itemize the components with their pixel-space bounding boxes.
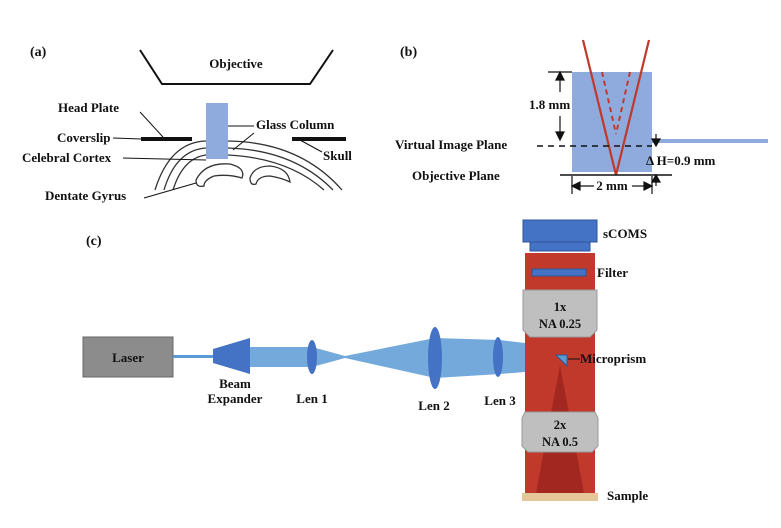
objective-1x-na: NA 0.25 xyxy=(539,317,581,331)
panel-c-letter: (c) xyxy=(86,234,102,249)
objective-shape xyxy=(139,49,334,85)
glass-column-label: Glass Column xyxy=(256,117,335,132)
virtual-image-plane-label: Virtual Image Plane xyxy=(395,137,507,152)
lens-1-label: Len 1 xyxy=(296,391,327,406)
sample xyxy=(522,493,598,501)
objective-plane-label: Objective Plane xyxy=(412,168,500,183)
lens-2-label: Len 2 xyxy=(418,398,449,413)
delta-h-label: Δ H=0.9 mm xyxy=(646,153,716,168)
height-label: 1.8 mm xyxy=(529,97,570,112)
panel-a-letter: (a) xyxy=(30,45,47,60)
panel-b: (b) 1.8 mm xyxy=(395,39,768,194)
glass-column xyxy=(206,103,228,159)
cortex-label: Celebral Cortex xyxy=(22,150,112,165)
skull-label: Skull xyxy=(323,148,352,163)
lens-3-label: Len 3 xyxy=(484,393,516,408)
beam-expander-label-1: Beam xyxy=(219,376,251,391)
beam-expander-label-2: Expander xyxy=(208,391,263,406)
height-dimension xyxy=(548,70,572,142)
panel-a-leaders xyxy=(112,111,323,199)
brain-layers xyxy=(154,140,343,191)
panel-b-letter: (b) xyxy=(400,45,417,60)
objective-2x-na: NA 0.5 xyxy=(542,435,578,449)
coverslip-left xyxy=(141,137,192,141)
panel-a: (a) Objective xyxy=(22,45,352,203)
objective-1x-mag: 1x xyxy=(554,300,567,314)
panel-c: (c) Laser Beam Expander Len 1 Len 2 Len … xyxy=(82,219,648,503)
beam-expander xyxy=(213,338,250,374)
coverslip-right xyxy=(292,137,346,141)
coverslip-label: Coverslip xyxy=(57,130,110,145)
dentate-gyrus-shape xyxy=(195,163,291,188)
laser-label: Laser xyxy=(112,350,144,365)
sample-label: Sample xyxy=(607,488,648,503)
virtual-plane-bar xyxy=(652,139,768,143)
objective-2x xyxy=(521,411,599,453)
expanded-beam xyxy=(250,338,525,378)
lens-1 xyxy=(307,340,317,374)
scoms-camera-top xyxy=(522,219,598,243)
microprism-label: Microprism xyxy=(580,351,646,366)
width-label: 2 mm xyxy=(596,178,628,193)
filter-label: Filter xyxy=(597,265,628,280)
lens-2 xyxy=(428,327,442,389)
objective-2x-mag: 2x xyxy=(554,418,567,432)
width-dimension xyxy=(570,176,654,194)
filter xyxy=(531,268,587,277)
dentate-gyrus-label: Dentate Gyrus xyxy=(45,188,126,203)
light-cone xyxy=(581,39,651,176)
virtual-cone xyxy=(601,71,631,135)
objective-1x xyxy=(522,289,598,338)
microprism xyxy=(554,354,568,368)
scoms-camera-base xyxy=(529,241,591,252)
laser-box xyxy=(82,336,174,378)
head-plate-label: Head Plate xyxy=(58,100,119,115)
scoms-label: sCOMS xyxy=(603,226,647,241)
laser-beam xyxy=(173,355,213,358)
lens-3 xyxy=(493,337,503,377)
objective-label: Objective xyxy=(209,56,263,71)
delta-h-dimension xyxy=(650,134,662,186)
